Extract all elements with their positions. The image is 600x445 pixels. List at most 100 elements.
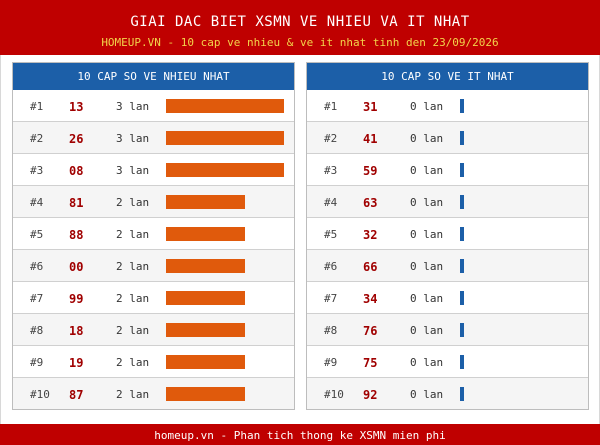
list-item: #4 63 0 lan	[307, 186, 588, 218]
occurrence-count: 0 lan	[410, 100, 444, 113]
occurrence-count: 0 lan	[410, 292, 444, 305]
occurrence-count: 2 lan	[116, 196, 150, 209]
occurrence-count: 0 lan	[410, 228, 444, 241]
list-item: #3 08 3 lan	[13, 154, 294, 186]
most-frequent-panel: 10 CAP SO VE NHIEU NHAT #1 13 3 lan #2 26 3 l…	[12, 62, 295, 410]
footer-text: homeup.vn - Phan tich thong ke XSMN mien…	[154, 429, 446, 442]
footer-banner: homeup.vn - Phan tich thong ke XSMN mien…	[0, 424, 600, 445]
frequency-bar	[460, 99, 464, 113]
rank-label: #1	[324, 100, 338, 113]
list-item: #9 19 2 lan	[13, 346, 294, 378]
occurrence-count: 2 lan	[116, 388, 150, 401]
lottery-number: 76	[363, 324, 378, 338]
rank-label: #7	[324, 292, 338, 305]
frequency-bar	[166, 259, 245, 273]
frequency-bar	[166, 227, 245, 241]
rank-label: #1	[30, 100, 44, 113]
list-item: #3 59 0 lan	[307, 154, 588, 186]
most-frequent-list: #1 13 3 lan #2 26 3 lan #3 08 3 lan #4 81 2 lan #5 88…	[13, 90, 294, 409]
header-banner: GIAI DAC BIET XSMN VE NHIEU VA IT NHAT H…	[0, 0, 600, 55]
frequency-bar	[460, 131, 464, 145]
frequency-bar	[460, 163, 464, 177]
frequency-bar	[166, 195, 245, 209]
page-title: GIAI DAC BIET XSMN VE NHIEU VA IT NHAT	[130, 14, 470, 30]
frequency-bar	[166, 387, 245, 401]
rank-label: #10	[324, 388, 344, 401]
list-item: #1 31 0 lan	[307, 90, 588, 122]
list-item: #10 87 2 lan	[13, 378, 294, 409]
occurrence-count: 0 lan	[410, 388, 444, 401]
lottery-number: 88	[69, 228, 84, 242]
lottery-number: 00	[69, 260, 84, 274]
occurrence-count: 0 lan	[410, 356, 444, 369]
occurrence-count: 0 lan	[410, 196, 444, 209]
rank-label: #4	[30, 196, 44, 209]
rank-label: #5	[324, 228, 338, 241]
list-item: #9 75 0 lan	[307, 346, 588, 378]
list-item: #5 88 2 lan	[13, 218, 294, 250]
list-item: #8 76 0 lan	[307, 314, 588, 346]
frequency-bar	[166, 163, 284, 177]
frequency-bar	[460, 355, 464, 369]
rank-label: #8	[30, 324, 44, 337]
frequency-bar	[460, 387, 464, 401]
lottery-number: 92	[363, 388, 378, 402]
rank-label: #6	[30, 260, 44, 273]
frequency-bar	[166, 131, 284, 145]
list-item: #1 13 3 lan	[13, 90, 294, 122]
list-item: #4 81 2 lan	[13, 186, 294, 218]
frequency-bar	[460, 227, 464, 241]
least-frequent-panel: 10 CAP SO VE IT NHAT #1 31 0 lan #2 41 0 lan #…	[306, 62, 589, 410]
lottery-number: 59	[363, 164, 378, 178]
rank-label: #10	[30, 388, 50, 401]
rank-label: #3	[30, 164, 44, 177]
rank-label: #6	[324, 260, 338, 273]
occurrence-count: 3 lan	[116, 100, 150, 113]
occurrence-count: 0 lan	[410, 164, 444, 177]
occurrence-count: 2 lan	[116, 324, 150, 337]
list-item: #10 92 0 lan	[307, 378, 588, 409]
frequency-bar	[166, 355, 245, 369]
lottery-number: 34	[363, 292, 378, 306]
lottery-number: 87	[69, 388, 84, 402]
lottery-number: 41	[363, 132, 378, 146]
frequency-bar	[166, 99, 284, 113]
lottery-number: 13	[69, 100, 84, 114]
lottery-number: 81	[69, 196, 84, 210]
lottery-number: 99	[69, 292, 84, 306]
list-item: #6 66 0 lan	[307, 250, 588, 282]
list-item: #7 99 2 lan	[13, 282, 294, 314]
lottery-number: 66	[363, 260, 378, 274]
lottery-number: 08	[69, 164, 84, 178]
occurrence-count: 0 lan	[410, 260, 444, 273]
list-item: #8 18 2 lan	[13, 314, 294, 346]
occurrence-count: 0 lan	[410, 132, 444, 145]
list-item: #2 41 0 lan	[307, 122, 588, 154]
rank-label: #2	[30, 132, 44, 145]
lottery-number: 18	[69, 324, 84, 338]
occurrence-count: 2 lan	[116, 260, 150, 273]
least-frequent-panel-title: 10 CAP SO VE IT NHAT	[307, 63, 588, 90]
list-item: #7 34 0 lan	[307, 282, 588, 314]
least-frequent-list: #1 31 0 lan #2 41 0 lan #3 59 0 lan #4 63 0 lan #5 32…	[307, 90, 588, 409]
occurrence-count: 2 lan	[116, 292, 150, 305]
rank-label: #4	[324, 196, 338, 209]
frequency-bar	[166, 291, 245, 305]
page-subtitle: HOMEUP.VN - 10 cap ve nhieu & ve it nhat…	[101, 36, 499, 49]
lottery-number: 26	[69, 132, 84, 146]
frequency-bar	[460, 323, 464, 337]
lottery-number: 75	[363, 356, 378, 370]
rank-label: #3	[324, 164, 338, 177]
rank-label: #8	[324, 324, 338, 337]
frequency-bar	[166, 323, 245, 337]
frequency-bar	[460, 195, 464, 209]
rank-label: #9	[324, 356, 338, 369]
list-item: #6 00 2 lan	[13, 250, 294, 282]
lottery-number: 32	[363, 228, 378, 242]
list-item: #5 32 0 lan	[307, 218, 588, 250]
occurrence-count: 2 lan	[116, 228, 150, 241]
occurrence-count: 3 lan	[116, 132, 150, 145]
rank-label: #2	[324, 132, 338, 145]
lottery-number: 19	[69, 356, 84, 370]
occurrence-count: 3 lan	[116, 164, 150, 177]
